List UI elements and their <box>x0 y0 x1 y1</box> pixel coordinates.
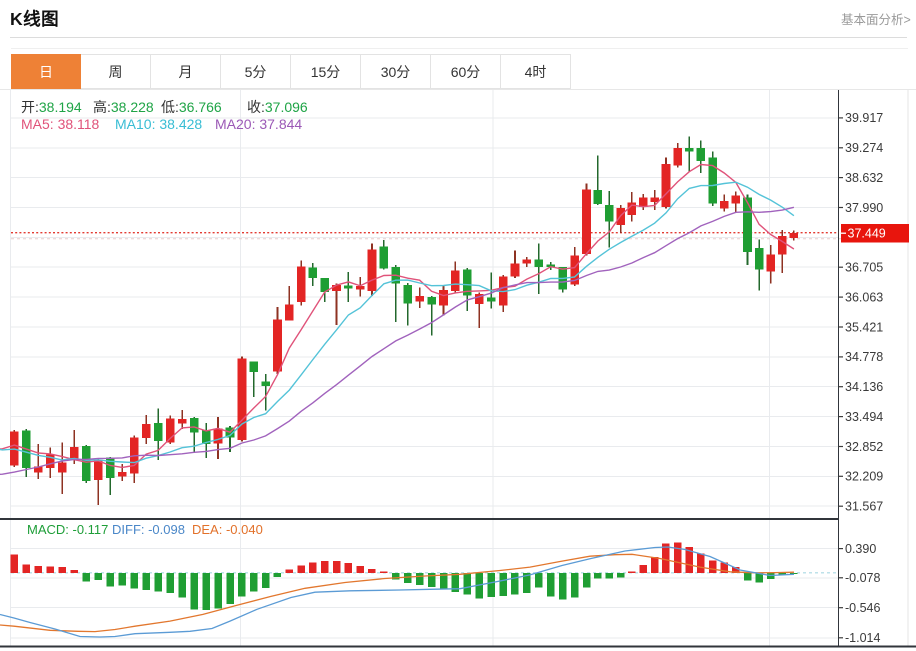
svg-text:-1.014: -1.014 <box>845 631 880 645</box>
svg-text:32.852: 32.852 <box>845 440 883 454</box>
svg-text:34.136: 34.136 <box>845 380 883 394</box>
svg-text:36.705: 36.705 <box>845 261 883 275</box>
svg-text:35.421: 35.421 <box>845 320 883 334</box>
svg-text:0.390: 0.390 <box>845 542 876 556</box>
svg-text:32.209: 32.209 <box>845 470 883 484</box>
svg-text:39.274: 39.274 <box>845 141 883 155</box>
svg-text:-0.078: -0.078 <box>845 571 880 585</box>
svg-text:-0.546: -0.546 <box>845 601 880 615</box>
svg-text:37.449: 37.449 <box>848 227 886 241</box>
svg-text:38.632: 38.632 <box>845 171 883 185</box>
svg-text:33.494: 33.494 <box>845 410 883 424</box>
svg-text:31.567: 31.567 <box>845 500 883 514</box>
svg-text:34.778: 34.778 <box>845 350 883 364</box>
svg-text:36.063: 36.063 <box>845 290 883 304</box>
svg-text:39.917: 39.917 <box>845 111 883 125</box>
svg-text:37.990: 37.990 <box>845 201 883 215</box>
